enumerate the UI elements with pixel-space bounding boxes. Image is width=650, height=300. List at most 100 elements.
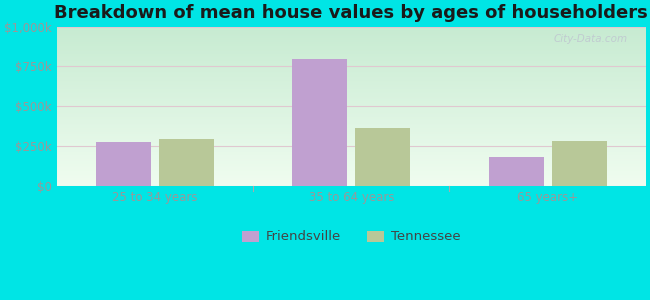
- Bar: [57, 73, 646, 74]
- Bar: [57, 132, 646, 133]
- Bar: [57, 134, 646, 135]
- Title: Breakdown of mean house values by ages of householders: Breakdown of mean house values by ages o…: [55, 4, 648, 22]
- Bar: [57, 82, 646, 83]
- Bar: [57, 68, 646, 69]
- Bar: [57, 176, 646, 178]
- Bar: [57, 31, 646, 32]
- Bar: [57, 168, 646, 169]
- Bar: [57, 107, 646, 108]
- Bar: [57, 30, 646, 31]
- Bar: [57, 148, 646, 149]
- Bar: [57, 141, 646, 142]
- Bar: [57, 160, 646, 162]
- Bar: [57, 89, 646, 90]
- Bar: [57, 125, 646, 127]
- Bar: [57, 84, 646, 85]
- Bar: [57, 99, 646, 100]
- Bar: [57, 151, 646, 152]
- Bar: [57, 120, 646, 121]
- Bar: [57, 127, 646, 128]
- Bar: [57, 158, 646, 159]
- Bar: [57, 178, 646, 180]
- Bar: [57, 61, 646, 63]
- Bar: [57, 128, 646, 129]
- Bar: [57, 46, 646, 47]
- Bar: [57, 138, 646, 139]
- Bar: [57, 67, 646, 68]
- Bar: [57, 119, 646, 120]
- Bar: [57, 153, 646, 154]
- Bar: [57, 98, 646, 99]
- Bar: [57, 104, 646, 105]
- Bar: [57, 117, 646, 118]
- Bar: [57, 33, 646, 34]
- Bar: [57, 155, 646, 156]
- Bar: [57, 105, 646, 106]
- Bar: [159, 139, 214, 186]
- Bar: [57, 75, 646, 76]
- Bar: [57, 150, 646, 151]
- Bar: [57, 184, 646, 185]
- Bar: [57, 142, 646, 143]
- Bar: [57, 149, 646, 150]
- Bar: [57, 87, 646, 88]
- Bar: [57, 183, 646, 184]
- Bar: [57, 81, 646, 82]
- Bar: [57, 52, 646, 53]
- Bar: [57, 71, 646, 72]
- Bar: [57, 157, 646, 158]
- Bar: [57, 56, 646, 57]
- Bar: [57, 152, 646, 153]
- Bar: [57, 180, 646, 181]
- Bar: [57, 137, 646, 138]
- Bar: [57, 146, 646, 147]
- Bar: [57, 69, 646, 70]
- Bar: [57, 122, 646, 123]
- Bar: [57, 36, 646, 37]
- Bar: [57, 55, 646, 56]
- Bar: [57, 49, 646, 50]
- Bar: [57, 108, 646, 110]
- Bar: [57, 145, 646, 146]
- Bar: [57, 35, 646, 36]
- Bar: [57, 164, 646, 165]
- Bar: [57, 51, 646, 52]
- Bar: [57, 154, 646, 155]
- Bar: [57, 92, 646, 94]
- Bar: [57, 147, 646, 148]
- Bar: [57, 123, 646, 124]
- Bar: [292, 59, 347, 186]
- Bar: [57, 118, 646, 119]
- Bar: [57, 115, 646, 116]
- Bar: [57, 94, 646, 96]
- Bar: [57, 140, 646, 141]
- Bar: [57, 114, 646, 115]
- Bar: [57, 136, 646, 137]
- Bar: [489, 157, 544, 186]
- Bar: [57, 79, 646, 80]
- Bar: [57, 159, 646, 160]
- Bar: [57, 110, 646, 112]
- Bar: [96, 142, 151, 186]
- Bar: [57, 173, 646, 174]
- Bar: [57, 124, 646, 125]
- Bar: [57, 32, 646, 33]
- Bar: [57, 129, 646, 130]
- Bar: [57, 90, 646, 92]
- Bar: [57, 130, 646, 131]
- Bar: [57, 40, 646, 41]
- Bar: [57, 50, 646, 51]
- Bar: [57, 170, 646, 171]
- Bar: [57, 101, 646, 102]
- Bar: [57, 96, 646, 97]
- Bar: [57, 86, 646, 87]
- Bar: [57, 59, 646, 61]
- Bar: [57, 54, 646, 55]
- Bar: [57, 97, 646, 98]
- Bar: [57, 169, 646, 170]
- Bar: [57, 83, 646, 84]
- Bar: [57, 131, 646, 132]
- Bar: [57, 45, 646, 46]
- Bar: [57, 74, 646, 75]
- Bar: [57, 121, 646, 122]
